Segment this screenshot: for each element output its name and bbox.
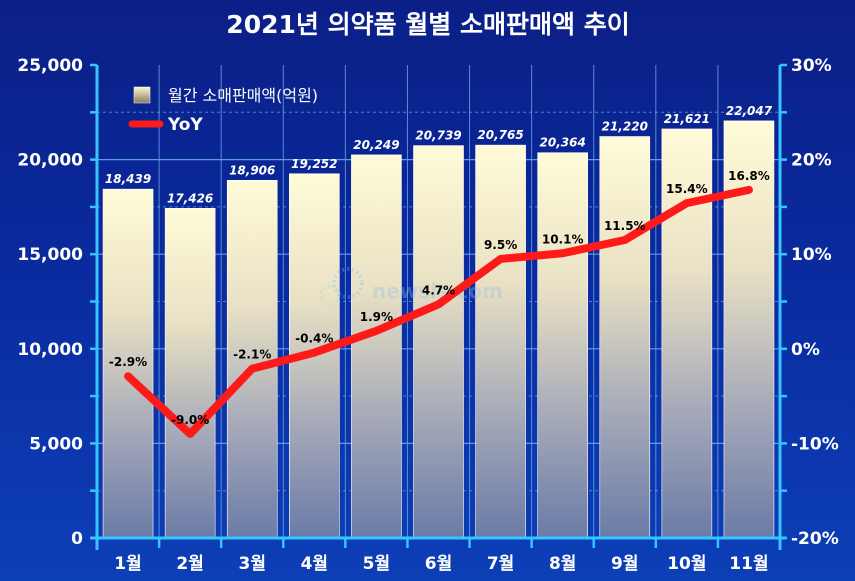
yoy-line <box>124 185 753 438</box>
yoy-value-label: -2.9% <box>109 355 147 369</box>
yoy-value-label: 10.1% <box>542 232 584 246</box>
bar-value-label: 20,364 <box>540 136 586 150</box>
right-axis-label: -20% <box>791 529 839 549</box>
bar-2월 <box>164 208 216 539</box>
bar-value-label: 19,252 <box>291 157 337 171</box>
data-labels: 18,439 17,426 18,906 19,252 20,249 20,739 20,7… <box>105 104 773 427</box>
bar-value-label: 17,426 <box>167 191 213 205</box>
axes: 0 5,000 10,000 15,000 20,000 25,000 -20% -10% 0%… <box>17 56 838 574</box>
right-axis-label: 20% <box>791 151 832 171</box>
right-axis-label: 30% <box>791 56 832 76</box>
bar-value-label: 21,621 <box>664 112 710 126</box>
legend: 월간 소매판매액(억원) YoY <box>128 86 318 135</box>
yoy-value-label: 9.5% <box>484 238 517 252</box>
yoy-point <box>683 200 690 207</box>
bar-value-label: 20,765 <box>477 128 523 142</box>
bar-11월 <box>723 120 775 539</box>
yoy-value-label: 16.8% <box>728 169 770 183</box>
legend-bar-label: 월간 소매판매액(억원) <box>168 86 318 105</box>
right-axis-label: 0% <box>791 340 820 360</box>
bar-value-label: 20,249 <box>353 138 399 152</box>
yoy-point <box>621 237 628 244</box>
yoy-point <box>373 327 380 334</box>
bar-value-label: 21,220 <box>602 120 648 134</box>
yoy-point <box>249 365 256 372</box>
left-axis-label: 0 <box>71 529 83 549</box>
yoy-value-label: 4.7% <box>422 283 455 297</box>
yoy-point <box>559 250 566 257</box>
x-axis-label: 5월 <box>363 554 390 574</box>
yoy-point <box>745 186 752 193</box>
yoy-point <box>435 301 442 308</box>
x-axis-label: 2월 <box>176 554 203 574</box>
yoy-value-label: -2.1% <box>233 348 271 362</box>
x-axis-label: 1월 <box>114 554 141 574</box>
x-axis-label: 6월 <box>425 554 452 574</box>
bar-value-label: 18,906 <box>229 163 275 177</box>
x-axis-label: 4월 <box>301 554 328 574</box>
yoy-point <box>311 349 318 356</box>
yoy-point <box>125 373 132 380</box>
yoy-value-label: -9.0% <box>171 413 209 427</box>
legend-bar-swatch <box>133 86 151 104</box>
x-axis-label: 7월 <box>487 554 514 574</box>
yoy-value-label: 15.4% <box>666 182 708 196</box>
x-axis-label: 8월 <box>549 554 576 574</box>
yoy-point <box>187 430 194 437</box>
watermark-text: newsis.com <box>372 279 503 303</box>
yoy-value-label: 1.9% <box>360 310 393 324</box>
yoy-value-label: 11.5% <box>604 219 646 233</box>
right-axis-label: -10% <box>791 434 839 454</box>
left-axis-label: 10,000 <box>17 340 83 360</box>
right-axis-label: 10% <box>791 245 832 265</box>
bar-8월 <box>537 152 588 539</box>
x-axis-label: 3월 <box>238 554 265 574</box>
bars <box>102 120 775 539</box>
bar-value-label: 22,047 <box>726 104 773 118</box>
chart-title: 2021년 의약품 월별 소매판매액 추이 <box>226 10 629 39</box>
watermark: newsis.com <box>319 267 503 306</box>
left-axis-label: 20,000 <box>17 151 83 171</box>
left-axis-label: 25,000 <box>17 56 83 76</box>
bar-5월 <box>351 154 402 539</box>
x-axis-label: 9월 <box>611 554 638 574</box>
legend-line-label: YoY <box>167 115 203 135</box>
x-axis-label: 11월 <box>729 554 768 574</box>
bar-6월 <box>413 145 464 539</box>
bar-9월 <box>599 136 651 539</box>
bar-7월 <box>475 144 526 539</box>
left-axis-label: 5,000 <box>29 434 83 454</box>
yoy-value-label: -0.4% <box>295 332 333 346</box>
x-axis-label: 10월 <box>667 554 706 574</box>
left-axis-label: 15,000 <box>17 245 83 265</box>
bar-value-label: 20,739 <box>415 129 461 143</box>
bar-3월 <box>226 179 278 539</box>
bar-1월 <box>102 188 154 539</box>
yoy-point <box>497 255 504 262</box>
bar-value-label: 18,439 <box>105 172 151 186</box>
